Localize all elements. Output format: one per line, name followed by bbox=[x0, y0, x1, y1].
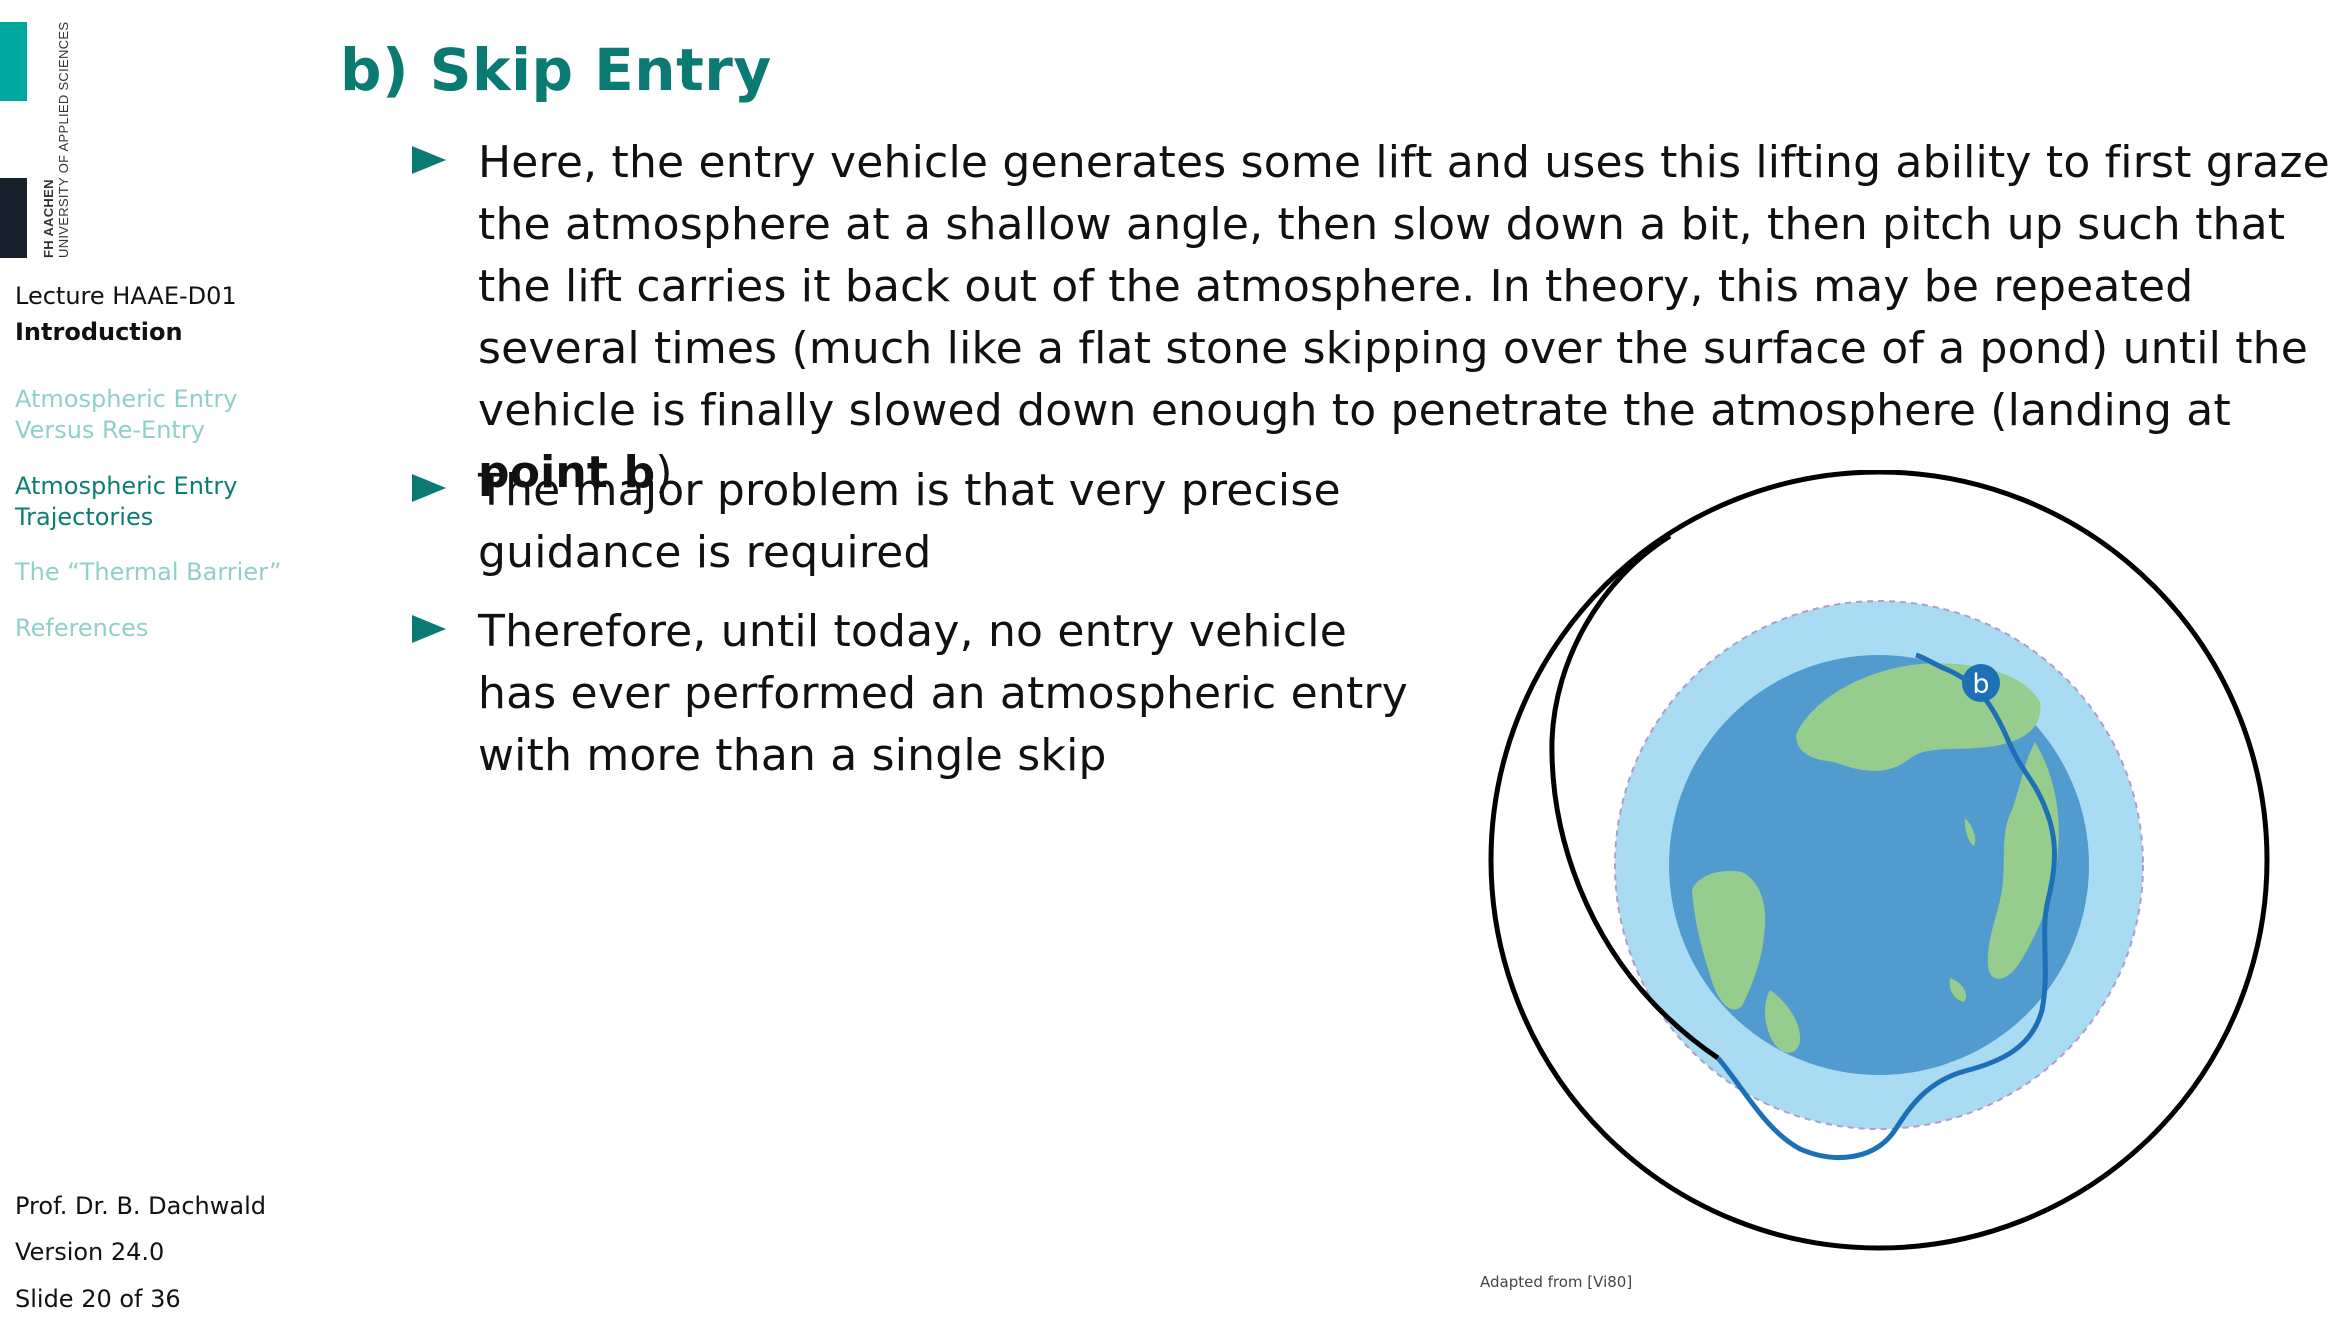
bullet-text-3: Therefore, until today, no entry vehicle… bbox=[478, 606, 1408, 781]
nav-item-references[interactable]: References bbox=[15, 614, 149, 642]
bullet-item-3: Therefore, until today, no entry vehicle… bbox=[410, 601, 1410, 787]
point-b-marker bbox=[1962, 664, 2000, 702]
small-island bbox=[1964, 818, 1976, 846]
bullet-text-1-end: ) bbox=[655, 447, 673, 498]
nav-item-entry-trajectories[interactable]: Atmospheric Entry Trajectories bbox=[15, 472, 238, 531]
bullet-item-1: Here, the entry vehicle generates some l… bbox=[410, 132, 2330, 504]
author: Prof. Dr. B. Dachwald bbox=[15, 1192, 266, 1220]
figure-credit: Adapted from [Vi80] bbox=[1480, 1273, 1633, 1291]
nav-item-thermal-barrier[interactable]: The “Thermal Barrier” bbox=[15, 558, 282, 586]
skip-trajectory bbox=[1716, 652, 2057, 1160]
section-title: Introduction bbox=[15, 318, 183, 346]
logo-line1: FH AACHEN bbox=[41, 179, 56, 258]
bullet-text-1: Here, the entry vehicle generates some l… bbox=[478, 132, 2330, 504]
small-island bbox=[1949, 978, 1967, 1002]
bullet-arrow-icon bbox=[412, 474, 446, 502]
bullet-text-2: The major problem is that very precise g… bbox=[478, 465, 1341, 578]
southern-island bbox=[1764, 990, 1801, 1053]
slide-title: b) Skip Entry bbox=[340, 36, 772, 104]
logo-line2: UNIVERSITY OF APPLIED SCIENCES bbox=[56, 21, 71, 258]
bullet-arrow-icon bbox=[412, 146, 446, 174]
earth-ocean bbox=[1669, 655, 2089, 1075]
logo-teal-bar bbox=[0, 22, 27, 101]
nav-item-entry-vs-reentry[interactable]: Atmospheric Entry Versus Re-Entry bbox=[15, 385, 238, 444]
lecture-code: Lecture HAAE-D01 bbox=[15, 282, 237, 310]
skip-entry-diagram: b bbox=[1488, 470, 2270, 1251]
slide-number: Slide 20 of 36 bbox=[15, 1285, 181, 1313]
bullet-arrow-icon bbox=[412, 615, 446, 643]
incoming-trajectory bbox=[1549, 533, 1720, 1061]
bullet-item-2: The major problem is that very precise g… bbox=[410, 460, 1410, 584]
logo-dark-bar bbox=[0, 178, 27, 258]
western-landmass bbox=[1692, 870, 1766, 1010]
sidebar: FH AACHEN UNIVERSITY OF APPLIED SCIENCES… bbox=[0, 0, 320, 1322]
orbit-circle bbox=[1488, 470, 2270, 1251]
version: Version 24.0 bbox=[15, 1238, 165, 1266]
bullet-text-1-bold: point b bbox=[478, 447, 656, 498]
bullet-text-1-main: Here, the entry vehicle generates some l… bbox=[478, 137, 2330, 436]
point-b-label: b bbox=[1972, 669, 1989, 700]
university-logo-text: FH AACHEN UNIVERSITY OF APPLIED SCIENCES bbox=[41, 22, 71, 258]
